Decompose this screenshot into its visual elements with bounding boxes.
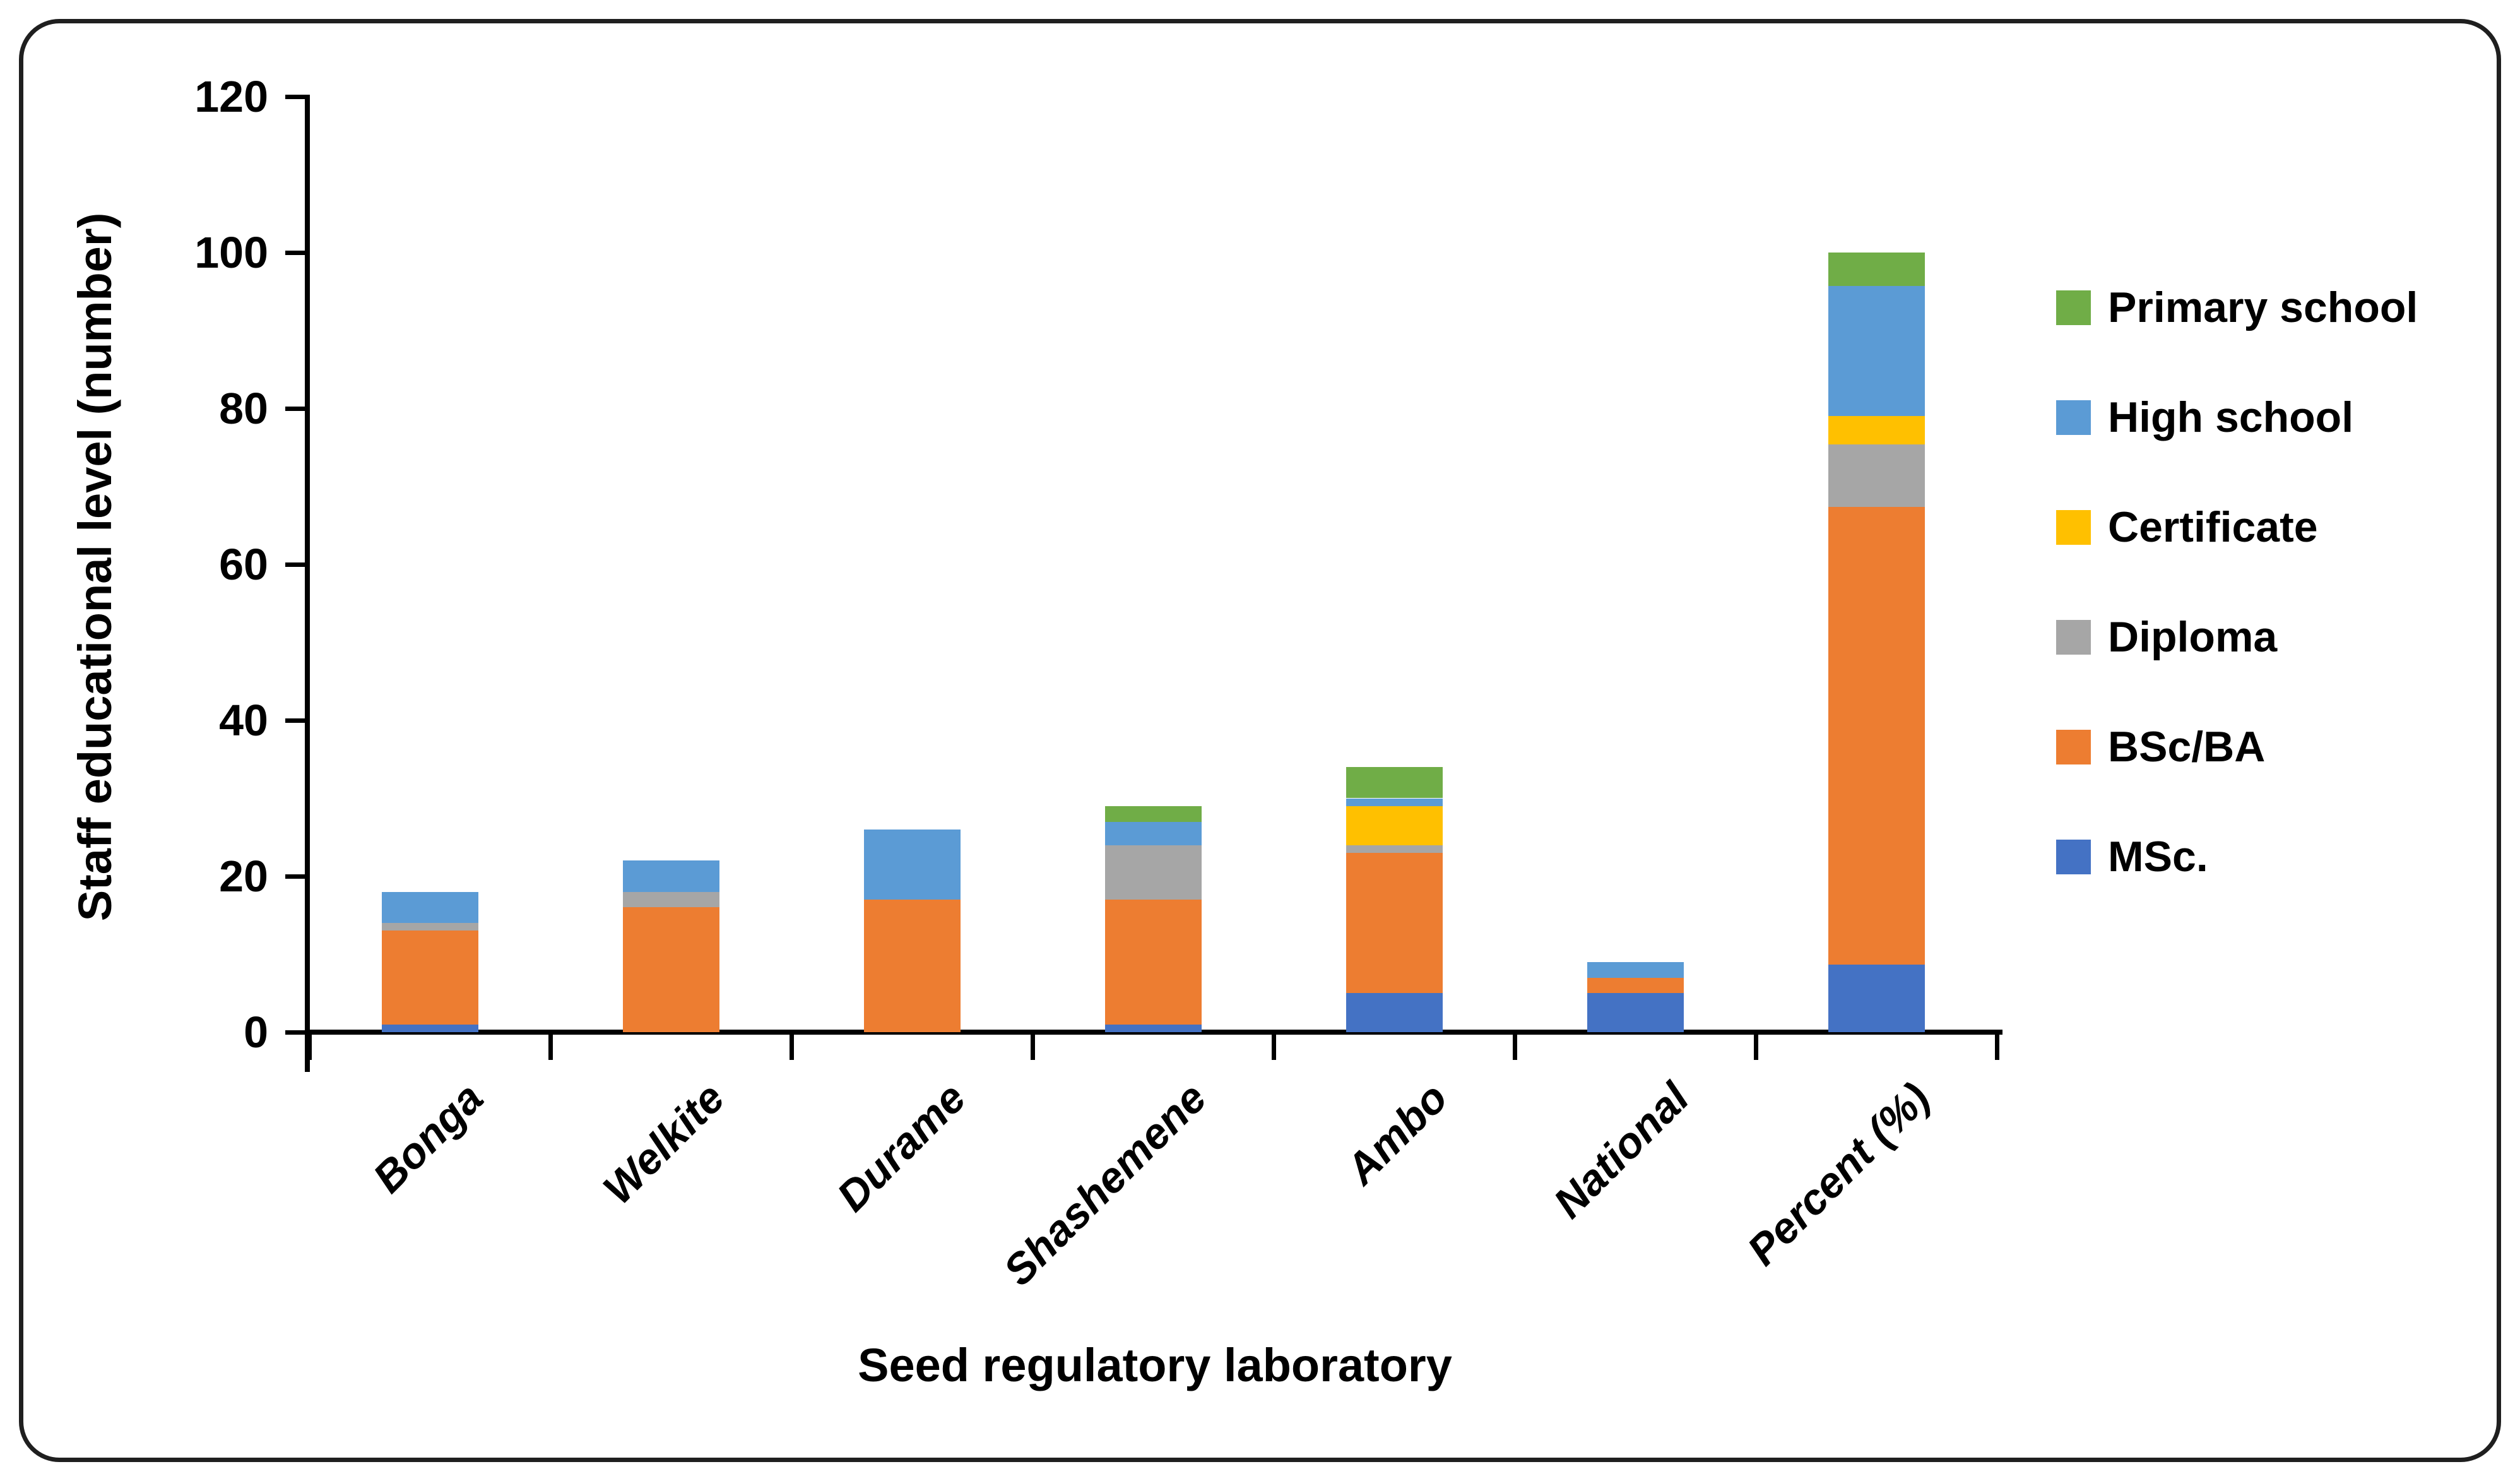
- legend-swatch-icon: [2056, 620, 2091, 655]
- bar-segment-certificate-percent----: [1828, 416, 1925, 444]
- bar-segment-bsc-ba-national: [1587, 977, 1684, 994]
- y-tick-mark: [285, 874, 307, 879]
- y-tick-label: 20: [219, 852, 268, 901]
- legend-swatch-icon: [2056, 290, 2091, 325]
- bar-segment-bsc-ba-shashemene: [1104, 900, 1202, 1025]
- bar-segment-high-school-welkite: [622, 860, 719, 892]
- bar-segment-high-school-percent----: [1828, 286, 1925, 417]
- bar-segment-msc--ambo: [1346, 993, 1443, 1032]
- bar-segment-bsc-ba-welkite: [622, 907, 719, 1032]
- bar-segment-bsc-ba-ambo: [1346, 852, 1443, 994]
- bar-segment-bsc-ba-percent----: [1828, 506, 1925, 965]
- x-tick-mark: [1754, 1032, 1758, 1060]
- y-tick-mark: [285, 1030, 307, 1035]
- bar-segment-msc--bonga: [381, 1024, 478, 1032]
- bar-segment-high-school-ambo: [1346, 798, 1443, 806]
- y-tick-label: 100: [194, 228, 268, 277]
- bar-segment-high-school-national: [1587, 961, 1684, 978]
- x-tick-mark: [1272, 1032, 1276, 1060]
- y-tick-label: 0: [244, 1008, 268, 1057]
- legend-label: BSc/BA: [2108, 723, 2266, 771]
- y-tick-label: 120: [194, 72, 268, 121]
- y-tick-mark: [285, 407, 307, 411]
- legend-label: MSc.: [2108, 833, 2208, 881]
- y-tick-label: 40: [219, 696, 268, 745]
- legend-swatch-icon: [2056, 730, 2091, 764]
- bar-segment-msc--shashemene: [1104, 1024, 1202, 1032]
- bar-segment-msc--percent----: [1828, 964, 1925, 1032]
- bar-segment-high-school-bonga: [381, 891, 478, 924]
- x-tick-mark: [1995, 1032, 1999, 1060]
- x-tick-mark: [1513, 1032, 1517, 1060]
- bar-segment-primary-school-shashemene: [1104, 806, 1202, 822]
- legend-label: High school: [2108, 393, 2354, 441]
- y-axis-line: [305, 95, 310, 1072]
- y-tick-mark: [285, 718, 307, 723]
- bar-segment-primary-school-percent----: [1828, 253, 1925, 287]
- y-tick-mark: [285, 251, 307, 255]
- bar-segment-msc--national: [1587, 993, 1684, 1032]
- legend-label: Diploma: [2108, 613, 2278, 661]
- y-tick-mark: [285, 562, 307, 567]
- bar-segment-primary-school-ambo: [1346, 767, 1443, 799]
- x-axis-title: Seed regulatory laboratory: [858, 1339, 1452, 1391]
- bar-segment-diploma-percent----: [1828, 444, 1925, 507]
- x-tick-mark: [1031, 1032, 1035, 1060]
- bar-segment-diploma-welkite: [622, 891, 719, 908]
- x-tick-mark: [307, 1032, 312, 1060]
- legend-swatch-icon: [2056, 840, 2091, 874]
- bar-segment-high-school-shashemene: [1104, 821, 1202, 845]
- y-tick-mark: [285, 95, 307, 99]
- y-tick-label: 60: [219, 540, 268, 589]
- legend-swatch-icon: [2056, 510, 2091, 545]
- x-tick-mark: [548, 1032, 553, 1060]
- x-tick-mark: [790, 1032, 794, 1060]
- bar-segment-diploma-bonga: [381, 923, 478, 931]
- legend-swatch-icon: [2056, 400, 2091, 435]
- figure-border: [19, 19, 2501, 1462]
- bar-segment-certificate-ambo: [1346, 806, 1443, 845]
- legend-label: Certificate: [2108, 503, 2318, 551]
- bar-segment-diploma-ambo: [1346, 845, 1443, 853]
- bar-segment-bsc-ba-bonga: [381, 931, 478, 1025]
- bar-segment-bsc-ba-durame: [863, 900, 961, 1032]
- bar-segment-high-school-durame: [863, 829, 961, 900]
- y-axis-title: Staff educational level (number): [69, 212, 121, 922]
- legend-label: Primary school: [2108, 283, 2418, 331]
- y-tick-label: 80: [219, 384, 268, 433]
- x-axis-line: [305, 1030, 2002, 1035]
- bar-segment-diploma-shashemene: [1104, 845, 1202, 900]
